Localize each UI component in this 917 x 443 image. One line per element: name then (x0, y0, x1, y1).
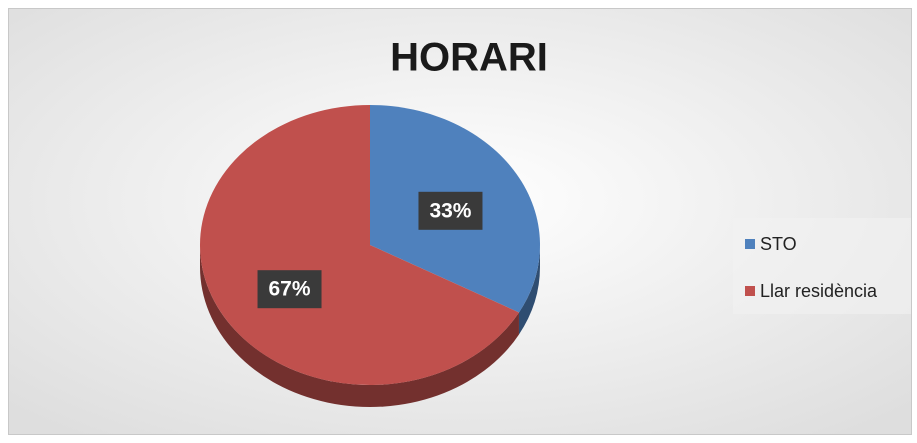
data-label: 33% (429, 199, 471, 222)
slice-side (200, 245, 519, 407)
legend-box (733, 218, 911, 314)
slice-side (518, 245, 540, 335)
pie-slice (200, 105, 519, 386)
data-label-box (418, 191, 483, 230)
legend-label: Llar residència (760, 281, 878, 301)
legend-label: STO (760, 234, 797, 254)
chart-title: HORARI (390, 36, 548, 80)
data-label: 67% (269, 278, 311, 301)
data-label-box (257, 270, 322, 309)
legend-swatch (745, 239, 755, 249)
legend-swatch (745, 286, 755, 296)
